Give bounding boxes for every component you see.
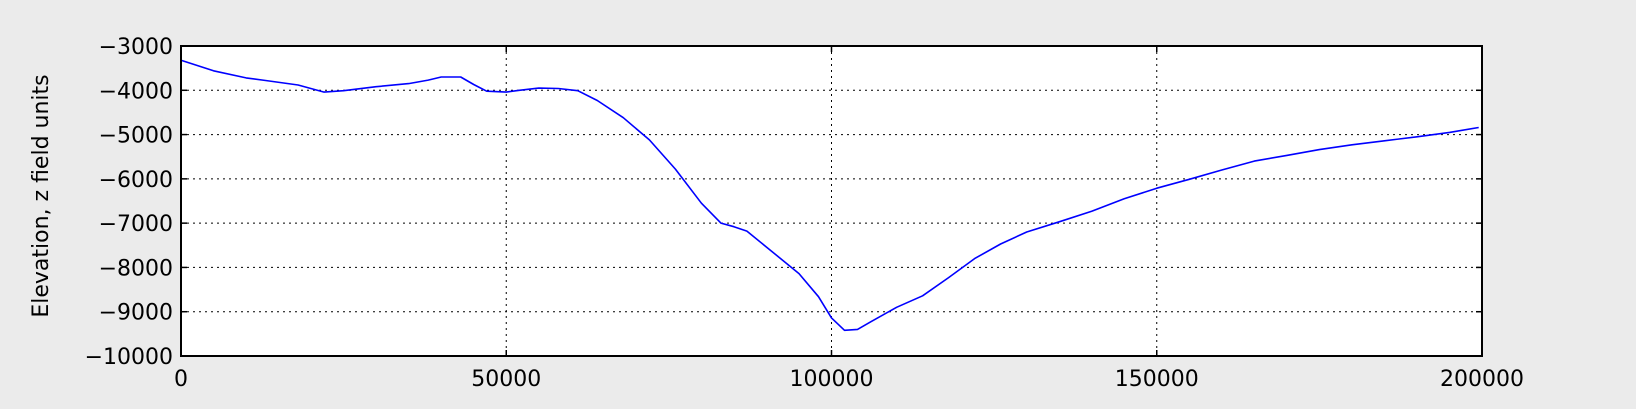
y-tick-label: −7000: [99, 212, 173, 237]
y-tick-label: −3000: [99, 35, 173, 60]
y-tick-label: −10000: [85, 345, 173, 370]
y-tick-label: −5000: [99, 124, 173, 149]
elevation-line: [180, 59, 1479, 332]
x-tick-label: 200000: [1440, 367, 1524, 392]
x-tick-label: 0: [174, 367, 188, 392]
y-tick-label: −9000: [99, 301, 173, 326]
y-axis-label: Elevation, z field units: [29, 74, 54, 317]
x-tick-label: 50000: [471, 367, 541, 392]
plot-area: [181, 46, 1482, 356]
y-axis: −10000 −9000 −8000 −7000 −6000 −5000 −4000 −300…: [85, 35, 1482, 370]
x-axis: 0 50000 100000 150000 200000: [174, 46, 1524, 392]
y-tick-label: −4000: [99, 79, 173, 104]
y-tick-label: −8000: [99, 256, 173, 281]
x-tick-label: 100000: [790, 367, 874, 392]
x-tick-label: 150000: [1115, 367, 1199, 392]
series-group: [180, 59, 1479, 332]
y-tick-label: −6000: [99, 168, 173, 193]
grid-lines: [181, 46, 1482, 356]
